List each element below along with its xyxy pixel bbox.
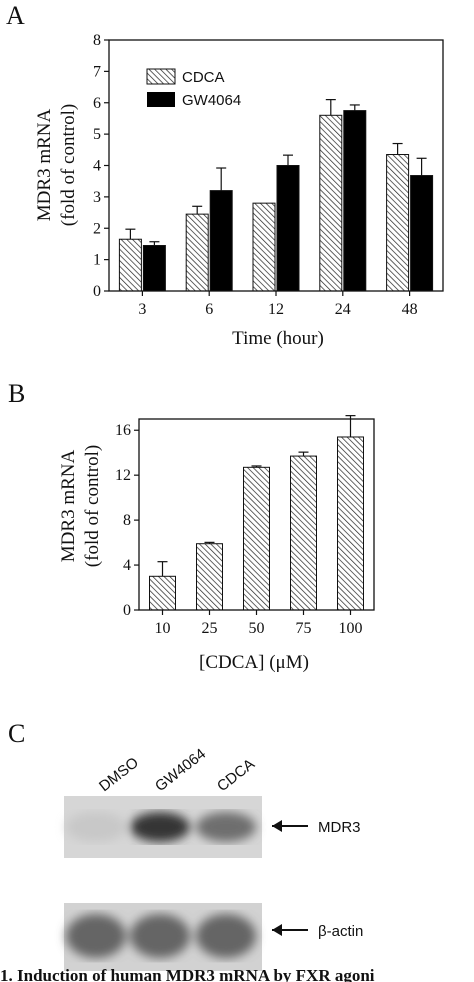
panel-letter-b: B: [8, 379, 25, 408]
legend-label-gw4064: GW4064: [182, 92, 241, 109]
blot-band-0-1: [130, 812, 190, 842]
chart-a-bars: [118, 99, 434, 292]
legend-label-cdca: CDCA: [182, 69, 225, 86]
blot-lane-labels: DMSO GW4064 CDCA: [96, 745, 258, 795]
lane-label-dmso: DMSO: [96, 754, 142, 795]
blot-band-1-2: [196, 914, 256, 958]
x-tick-label-75: 75: [296, 620, 312, 637]
y-tick-label-0: 0: [93, 283, 101, 300]
blot-strip-actin: [64, 903, 262, 971]
y-tick-label-4: 4: [123, 557, 131, 574]
bar-s0-100: [337, 436, 364, 611]
chart-b-axes: 0 4 8 12 16 10 25 50 75 100: [115, 418, 375, 637]
legend-swatch-cdca: [146, 68, 176, 85]
blot-band-1-0: [66, 914, 126, 958]
y-tick-label-2: 2: [93, 220, 101, 237]
figure-caption: 1. Induction of human MDR3 mRNA by FXR a…: [0, 966, 375, 982]
bar-s1-3: [142, 245, 166, 292]
y-tick-label-0: 0: [123, 602, 131, 619]
bar-s1-24: [343, 110, 367, 292]
bar-s0-50: [243, 466, 270, 611]
bar-s0-3: [118, 238, 142, 292]
y-tick-label-8: 8: [123, 512, 131, 529]
bar-s0-24: [319, 114, 343, 292]
x-tick-label-100: 100: [339, 620, 363, 637]
panel-letter-a: A: [6, 1, 25, 30]
bar-s1-12: [276, 165, 300, 292]
panel-letter-c: C: [8, 719, 25, 748]
y-tick-label-16: 16: [115, 422, 131, 439]
blot-band-0-2: [196, 812, 256, 842]
blot-band-0-0: [66, 812, 126, 842]
y-tick-label-6: 6: [93, 95, 101, 112]
bar-s1-6: [209, 190, 233, 292]
y-tick-label-4: 4: [93, 158, 101, 175]
blot-row-label-mdr3: MDR3: [318, 819, 361, 836]
bar-s0-12: [252, 202, 276, 292]
blot-row-label-actin: β-actin: [318, 923, 363, 940]
y-tick-label-3: 3: [93, 189, 101, 206]
y-tick-label-12: 12: [115, 467, 131, 484]
y-tick-label-8: 8: [93, 32, 101, 49]
chart-a-legend: CDCA GW4064: [146, 68, 241, 109]
x-tick-label-6: 6: [205, 301, 213, 318]
x-tick-label-3: 3: [138, 301, 146, 318]
chart-a-y-axis-label-line2: (fold of control): [58, 104, 79, 226]
bar-s1-48: [410, 175, 434, 292]
x-tick-label-48: 48: [402, 301, 418, 318]
bar-s0-10: [149, 575, 176, 611]
x-tick-label-12: 12: [268, 301, 284, 318]
chart-a-x-axis-label: Time (hour): [232, 328, 324, 349]
blot-strip-mdr3: [64, 796, 262, 858]
chart-b-bars: [149, 415, 364, 611]
bar-s0-6: [185, 213, 209, 292]
chart-b: 0 4 8 12 16 10 25 50 75 100 [CDCA] (μM) MDR3 mRNA…: [58, 415, 375, 673]
x-tick-label-10: 10: [155, 620, 171, 637]
chart-a-y-axis-label-line1: MDR3 mRNA: [34, 109, 55, 222]
arrow-mdr3: [272, 820, 308, 832]
y-tick-label-1: 1: [93, 252, 101, 269]
x-tick-label-25: 25: [202, 620, 218, 637]
lane-label-gw4064: GW4064: [152, 745, 209, 795]
x-tick-label-24: 24: [335, 301, 351, 318]
lane-label-cdca: CDCA: [214, 756, 258, 796]
arrow-actin: [272, 924, 308, 936]
y-tick-label-7: 7: [93, 63, 101, 80]
legend-swatch-gw4064: [147, 92, 175, 107]
x-tick-label-50: 50: [249, 620, 265, 637]
bar-s0-25: [196, 543, 223, 611]
bar-s0-48: [386, 154, 410, 292]
y-tick-label-5: 5: [93, 126, 101, 143]
blot-band-1-1: [130, 914, 190, 958]
northern-blot: DMSO GW4064 CDCA MDR3 β-actin: [64, 745, 363, 971]
chart-b-y-axis-label-line1: MDR3 mRNA: [58, 450, 79, 563]
bar-s0-75: [290, 455, 317, 611]
chart-b-y-axis-label-line2: (fold of control): [82, 445, 103, 567]
chart-b-x-axis-label: [CDCA] (μM): [199, 652, 309, 673]
